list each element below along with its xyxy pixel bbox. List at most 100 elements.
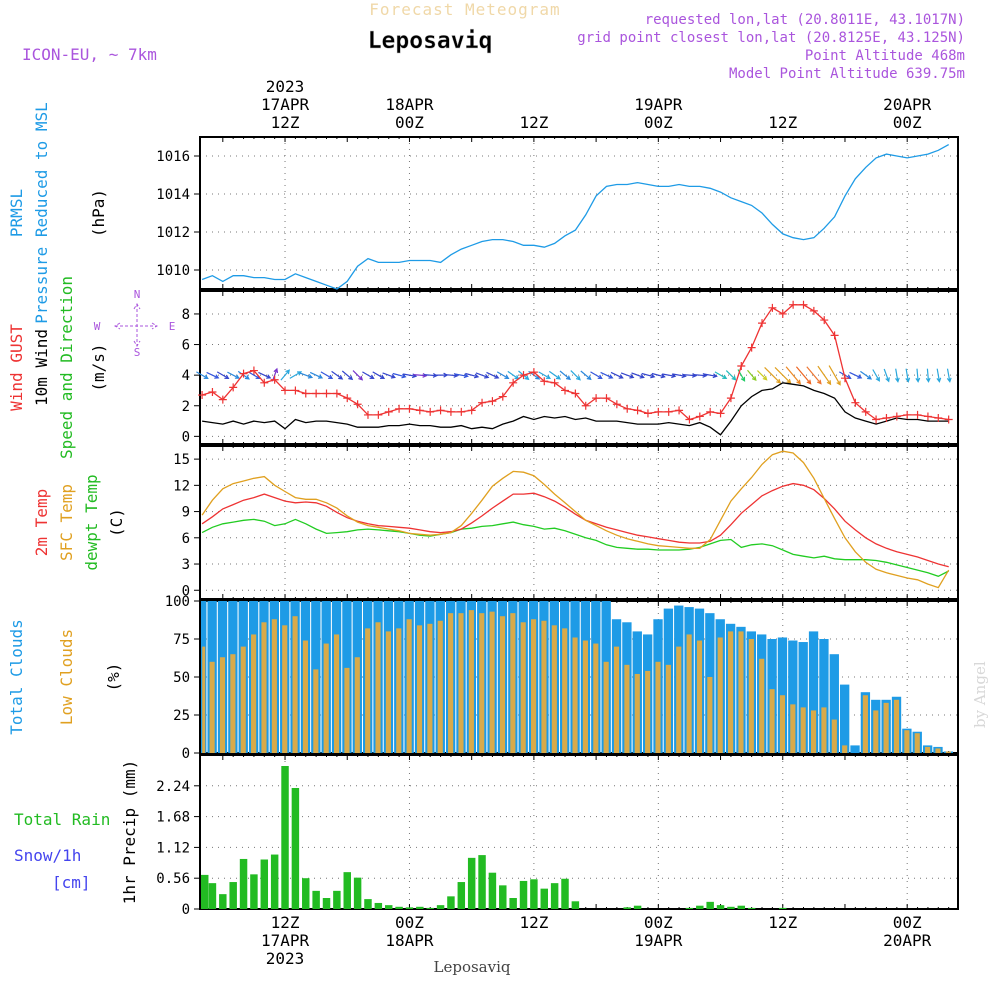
low-cloud-bar: [365, 628, 371, 753]
y-tick-label: 3: [182, 557, 190, 573]
gust-marker: [415, 406, 424, 415]
wind-direction-arrow: [258, 371, 272, 379]
low-cloud-bar: [437, 620, 443, 753]
low-cloud-bar: [354, 657, 360, 753]
temperature-panel: 0 3 6 9 12 15: [173, 445, 959, 600]
rain-bar: [208, 883, 217, 909]
gust-marker: [405, 404, 414, 413]
panel-axis-label: SFC Temp: [57, 484, 76, 561]
gust-marker: [809, 306, 818, 315]
wind-direction-arrow: [362, 371, 375, 380]
t2m-line: [201, 482, 949, 568]
low-cloud-bar: [893, 699, 900, 753]
low-cloud-bar: [769, 689, 775, 753]
low-cloud-bar: [572, 637, 578, 753]
wind-direction-arrow: [507, 370, 520, 380]
bottom-time-label: 17APR: [261, 931, 310, 950]
location-title: Leposaviq: [368, 28, 493, 54]
bottom-time-label: 00Z: [893, 913, 922, 932]
wind-direction-arrow: [600, 371, 614, 379]
rain-bar: [706, 901, 714, 909]
gust-marker: [726, 394, 735, 403]
wind-direction-arrow: [309, 371, 324, 379]
gust-marker: [934, 413, 943, 422]
gust-marker: [592, 394, 601, 403]
rain-bar: [201, 874, 209, 909]
gust-marker: [737, 361, 746, 370]
rain-bar: [416, 906, 424, 909]
gust-marker: [664, 407, 673, 416]
low-cloud-bar: [541, 620, 547, 753]
point-altitude: Point Altitude 468m: [805, 48, 965, 64]
wind-direction-arrow: [872, 369, 880, 382]
y-tick-label: 1.68: [156, 810, 190, 826]
low-cloud-bar: [427, 623, 433, 753]
rain-bar: [550, 883, 559, 909]
gust-marker: [758, 319, 767, 328]
rain-bar: [250, 874, 258, 909]
total-cloud-bar: [850, 745, 860, 753]
low-cloud-bar: [873, 710, 879, 753]
gust-marker: [550, 378, 559, 387]
panel-axis-label: Speed and Direction: [57, 276, 76, 459]
wind-direction-arrow: [936, 368, 942, 383]
gust-marker: [457, 407, 466, 416]
low-cloud-bar: [821, 707, 827, 753]
bottom-time-label: 12Z: [519, 913, 548, 932]
low-cloud-bar: [883, 702, 889, 753]
rain-bar: [312, 890, 320, 909]
low-cloud-bar: [779, 695, 786, 753]
rain-bar: [696, 905, 704, 909]
panel-axis-label: (C): [107, 508, 126, 537]
y-tick-label: 1016: [156, 149, 190, 165]
y-tick-label: 0: [182, 583, 190, 599]
panel-axis-label: 1hr Precip (mm): [120, 760, 139, 905]
dewpoint-line: [201, 518, 949, 578]
wind-direction-arrow: [703, 373, 718, 379]
rain-bar: [540, 888, 548, 909]
rain-bar: [457, 882, 466, 909]
low-cloud-bar: [333, 634, 340, 753]
low-cloud-bar: [696, 640, 703, 753]
gust-marker: [685, 415, 694, 424]
y-tick-label: 1014: [156, 187, 190, 203]
top-time-label: 00Z: [893, 113, 922, 132]
sfc-temp-line: [201, 450, 950, 589]
rain-bar: [436, 905, 445, 909]
wind-direction-arrow: [320, 371, 334, 380]
rain-bar: [343, 872, 351, 909]
wind-direction-arrow: [496, 371, 510, 380]
gust-marker: [395, 404, 404, 413]
rain-bar: [353, 877, 362, 909]
wind-direction-arrow: [352, 370, 364, 381]
wind-direction-arrow: [289, 371, 303, 379]
panel-axis-label: Wind GUST: [7, 324, 26, 411]
gust-marker: [229, 383, 238, 392]
wind-direction-arrow: [651, 372, 666, 379]
gust-marker: [488, 397, 497, 406]
rain-bar: [685, 907, 694, 909]
panel-frame: [199, 290, 959, 445]
clouds-panel: 0 25 50 75 100: [165, 594, 959, 762]
rain-bar: [716, 905, 725, 909]
rain-bar: [530, 879, 538, 909]
wind-direction-arrow: [895, 368, 900, 383]
low-cloud-bar: [634, 673, 640, 753]
rain-bar: [737, 905, 746, 909]
wind-speed-line: [202, 382, 949, 436]
gust-marker: [602, 394, 611, 403]
precip-panel: 0 0.56 1.12 1.68 2.24: [156, 754, 959, 918]
gust-marker: [519, 371, 528, 380]
top-time-label: 12Z: [768, 113, 797, 132]
wind-direction-arrow: [538, 371, 551, 380]
low-cloud-bar: [707, 677, 713, 753]
total-cloud-bar: [829, 654, 839, 753]
low-cloud-bar: [396, 628, 402, 753]
wind-direction-arrow: [454, 373, 469, 379]
rain-bar: [302, 878, 310, 909]
low-cloud-bar: [282, 625, 288, 753]
low-cloud-bar: [240, 646, 246, 753]
total-cloud-bar: [839, 684, 850, 753]
wind-direction-arrow: [206, 371, 220, 379]
wind-direction-arrow: [580, 370, 592, 381]
